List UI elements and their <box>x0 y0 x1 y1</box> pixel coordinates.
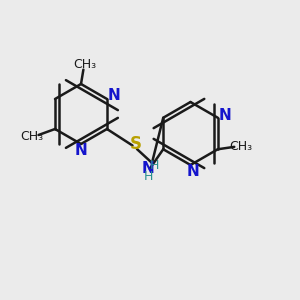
Text: N: N <box>75 143 87 158</box>
Text: N: N <box>107 88 120 104</box>
Text: N: N <box>142 161 155 176</box>
Text: CH₃: CH₃ <box>229 140 252 153</box>
Text: N: N <box>187 164 199 179</box>
Text: CH₃: CH₃ <box>20 130 44 143</box>
Text: CH₃: CH₃ <box>73 58 97 71</box>
Text: S: S <box>130 135 142 153</box>
Text: N: N <box>219 108 232 123</box>
Text: H: H <box>149 159 159 172</box>
Text: H: H <box>143 170 153 183</box>
